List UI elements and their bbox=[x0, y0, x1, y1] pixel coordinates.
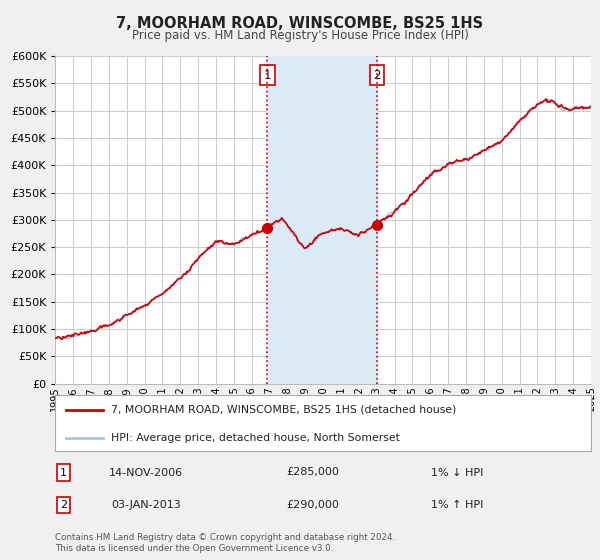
Text: 7, MOORHAM ROAD, WINSCOMBE, BS25 1HS (detached house): 7, MOORHAM ROAD, WINSCOMBE, BS25 1HS (de… bbox=[112, 405, 457, 415]
Text: 1% ↑ HPI: 1% ↑ HPI bbox=[431, 500, 483, 510]
Text: £290,000: £290,000 bbox=[286, 500, 339, 510]
Text: Contains HM Land Registry data © Crown copyright and database right 2024.
This d: Contains HM Land Registry data © Crown c… bbox=[55, 533, 395, 553]
Text: Price paid vs. HM Land Registry's House Price Index (HPI): Price paid vs. HM Land Registry's House … bbox=[131, 29, 469, 42]
Text: 03-JAN-2013: 03-JAN-2013 bbox=[112, 500, 181, 510]
Text: HPI: Average price, detached house, North Somerset: HPI: Average price, detached house, Nort… bbox=[112, 433, 400, 443]
Text: 1% ↓ HPI: 1% ↓ HPI bbox=[431, 468, 483, 478]
Text: 2: 2 bbox=[373, 69, 380, 82]
Bar bbox=[268, 56, 377, 384]
Text: 1: 1 bbox=[263, 69, 271, 82]
Text: 2: 2 bbox=[59, 500, 67, 510]
Text: 14-NOV-2006: 14-NOV-2006 bbox=[109, 468, 184, 478]
Text: 1: 1 bbox=[60, 468, 67, 478]
Text: 7, MOORHAM ROAD, WINSCOMBE, BS25 1HS: 7, MOORHAM ROAD, WINSCOMBE, BS25 1HS bbox=[116, 16, 484, 31]
Text: £285,000: £285,000 bbox=[286, 468, 339, 478]
